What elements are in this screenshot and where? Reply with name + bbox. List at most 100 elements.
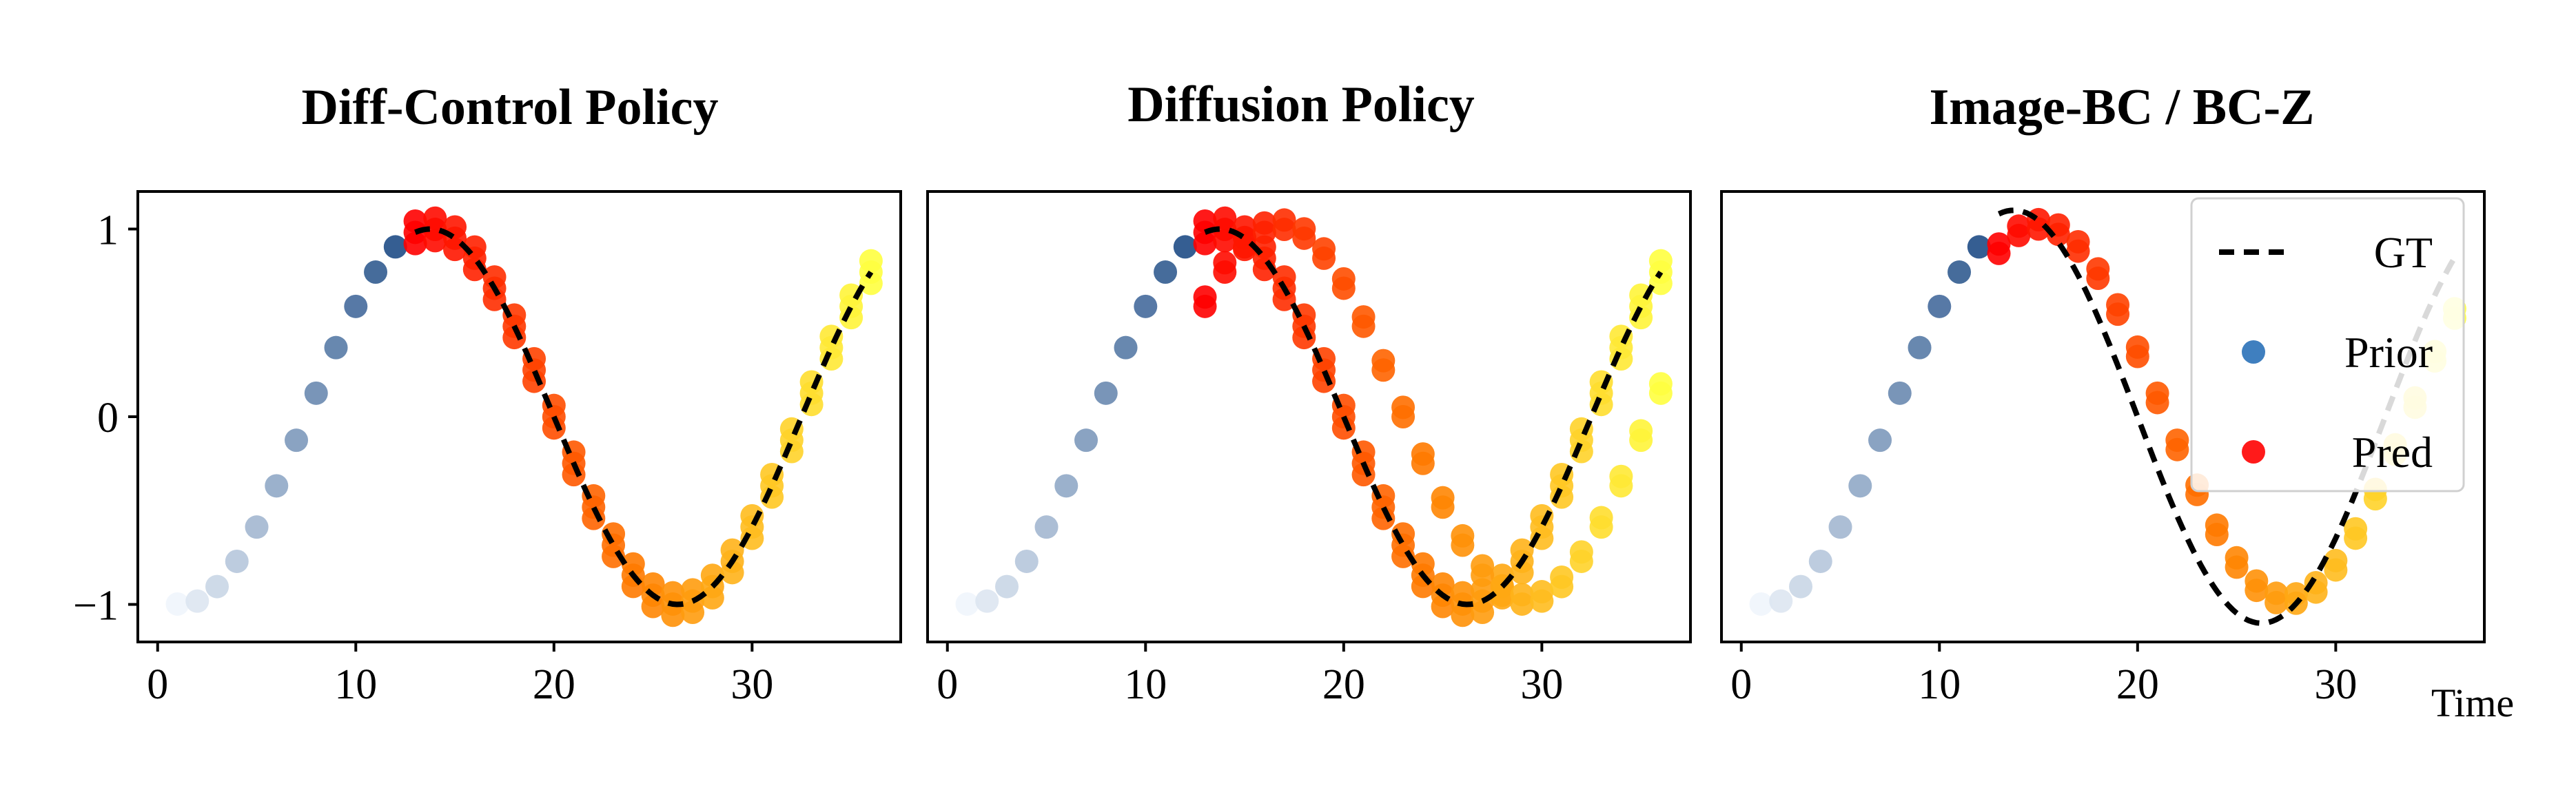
prior-point [364,260,388,284]
prior-point [1789,574,1813,599]
pred-point [859,271,883,295]
pred-point [2205,513,2229,537]
pred-point [1411,552,1435,576]
pred-point [1292,217,1316,241]
pred-point [1589,370,1613,394]
panel-2-title: Diffusion Policy [1127,76,1475,133]
legend-box [2190,197,2465,492]
pred-point [1648,271,1673,295]
pred-point [1411,442,1435,466]
prior-point [245,515,269,539]
y-tick-label: 1 [97,207,119,254]
pred-point [1510,583,1534,607]
pred-point [1272,265,1296,289]
pred-point [1331,267,1356,291]
pred-point [1451,523,1475,548]
prior-point [1014,549,1039,573]
pred-point [1213,206,1237,230]
pred-point [1193,209,1217,233]
panel-3-axes: 0 10 20 30 [1720,190,2486,708]
pred-point [681,601,705,625]
pred-point [1471,554,1495,578]
pred-point [2086,257,2110,281]
pred-point [482,265,507,289]
pred-point [2106,293,2130,317]
pred-point [1648,249,1673,273]
prior-point [185,589,209,613]
pred-point [1213,229,1237,253]
legend-prior-marker [2242,340,2265,364]
x-tick-label: 10 [334,661,377,708]
pred-point [2245,569,2269,593]
prior-point [1054,474,1079,498]
pred-point [1431,594,1455,619]
prior-point [995,574,1019,599]
pred-point [2145,381,2169,405]
x-tick-label: 0 [1730,661,1752,708]
pred-point [2265,581,2289,605]
prior-point [1034,515,1059,539]
prior-point [1074,428,1098,453]
panel-2-plot [955,206,1673,627]
panel-3-title: Image-BC / BC-Z [1929,79,2314,136]
legend-gt-label: GT [2374,228,2433,277]
pred-point [799,393,824,417]
prior-point [1808,549,1832,573]
pred-point [1987,232,2011,256]
pred-point [700,585,724,610]
pred-point [1272,208,1296,232]
legend-pred-label: Pred [2352,428,2433,477]
pred-point [2125,335,2149,359]
pred-point [1589,506,1613,530]
pred-point [502,326,527,350]
prior-point [1154,260,1178,284]
prior-point [1908,335,1932,360]
pred-point [1331,416,1356,440]
pred-point [1629,306,1653,330]
gt-line [414,226,874,608]
pred-point [2344,517,2368,541]
x-axis-label: Time [2431,681,2514,725]
legend: GT Prior Pred [2190,197,2465,492]
pred-point [1193,285,1217,309]
plot-frame [926,190,1692,643]
pred-point [423,229,447,253]
legend-prior-label: Prior [2344,328,2433,377]
pred-point [1569,540,1593,564]
pred-point [562,463,586,487]
prior-point [165,592,190,616]
pred-point [1451,581,1475,605]
pred-point [542,416,566,440]
pred-point [1569,439,1593,464]
prior-point [1848,474,1872,498]
pred-point [2225,546,2249,570]
prior-point [955,592,979,616]
prior-point [1868,428,1892,453]
pred-point [1431,486,1455,510]
prior-point [225,549,249,573]
x-tick-label: 20 [533,661,575,708]
pred-point [1371,506,1396,530]
y-tick-label: 0 [97,395,119,442]
panel-2: Diffusion Policy 0 10 20 30 [926,76,1692,708]
panel-2-axes: 0 10 20 30 [926,190,1692,708]
prior-point [1967,235,1991,259]
legend-pred-marker [2242,440,2265,464]
pred-point [403,209,427,233]
pred-point [1629,419,1653,443]
pred-point [1530,580,1554,604]
pred-point [1351,305,1376,329]
panel-3: Image-BC / BC-Z 0 10 20 30 Time GT Prior Pred [1720,79,2514,725]
pred-point [1312,369,1336,393]
pred-point [1312,237,1336,261]
prior-point [1749,592,1773,616]
pred-point [1451,603,1475,627]
pred-point [839,283,863,307]
pred-point [1193,231,1217,256]
prior-point [1094,381,1118,405]
prior-point [1134,294,1158,318]
pred-point [403,231,427,256]
prior-point [1114,335,1138,360]
